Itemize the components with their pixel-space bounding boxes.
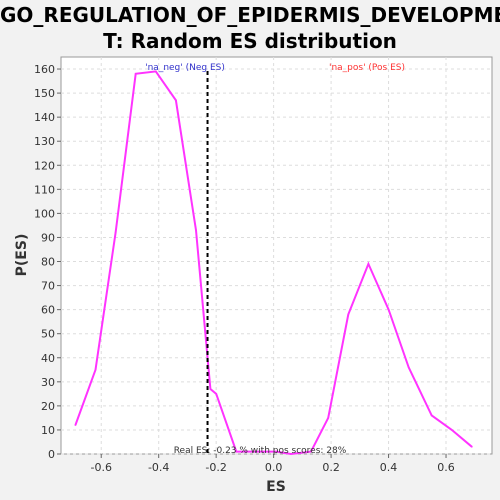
pos-es-label: 'na_pos' (Pos ES) xyxy=(329,63,405,73)
x-axis-ticks: -0.6 -0.4 -0.2 0.0 0.2 0.4 0.6 xyxy=(90,454,455,474)
data-point xyxy=(471,445,473,448)
data-point xyxy=(387,308,390,311)
y-tick-label: 80 xyxy=(41,256,55,269)
data-point xyxy=(327,417,330,419)
data-point xyxy=(175,99,177,102)
data-point xyxy=(235,450,238,453)
x-tick-label: 0.6 xyxy=(437,461,455,474)
chart-title-line1: GO_REGULATION_OF_EPIDERMIS_DEVELOPMEN xyxy=(0,3,500,27)
data-point xyxy=(209,388,212,390)
y-tick-label: 20 xyxy=(41,400,55,413)
data-point xyxy=(134,73,137,75)
y-tick-label: 150 xyxy=(34,87,55,100)
data-point xyxy=(94,368,97,371)
y-tick-label: 120 xyxy=(34,159,55,172)
y-axis-label: P(ES) xyxy=(14,234,30,277)
x-tick-label: 0.4 xyxy=(380,461,398,474)
x-tick-label: -0.2 xyxy=(205,461,226,474)
es-distribution-line xyxy=(74,70,473,456)
data-point xyxy=(255,450,258,453)
y-tick-label: 60 xyxy=(41,304,55,317)
data-point xyxy=(215,393,217,395)
data-point xyxy=(155,70,157,73)
data-point xyxy=(430,414,433,417)
x-tick-label: 0.2 xyxy=(322,461,340,474)
data-point xyxy=(407,366,410,369)
y-tick-label: 50 xyxy=(41,328,55,341)
x-axis-label: ES xyxy=(266,479,286,495)
data-point xyxy=(310,450,312,453)
data-point xyxy=(195,229,197,232)
y-tick-label: 70 xyxy=(41,280,55,293)
y-tick-label: 10 xyxy=(41,424,55,437)
chart-title-line2: T: Random ES distribution xyxy=(103,29,397,53)
x-tick-label: 0.0 xyxy=(265,461,283,474)
y-axis-ticks: 0 10 20 30 40 50 60 70 80 90 100 110 120 130 140 150 160 xyxy=(34,63,61,461)
data-point xyxy=(275,450,278,453)
series-layer xyxy=(74,70,473,456)
y-tick-label: 30 xyxy=(41,376,55,389)
y-tick-label: 140 xyxy=(34,111,55,124)
data-point xyxy=(290,453,292,455)
x-tick-label: -0.6 xyxy=(90,461,111,474)
data-point xyxy=(114,231,117,234)
neg-es-label: 'na_neg' (Neg ES) xyxy=(145,63,225,73)
y-tick-label: 110 xyxy=(34,183,55,196)
y-tick-label: 0 xyxy=(48,448,55,461)
y-tick-label: 90 xyxy=(41,231,55,244)
plot-area xyxy=(60,56,493,455)
real-es-note: Real ES: -0.23 % with pos scores: 28% xyxy=(174,446,347,456)
y-tick-label: 130 xyxy=(34,135,55,148)
grid-lines xyxy=(61,57,492,455)
data-point xyxy=(74,424,77,426)
data-point xyxy=(367,263,370,265)
chart-title: GO_REGULATION_OF_EPIDERMIS_DEVELOPMEN T:… xyxy=(0,2,500,54)
data-point xyxy=(347,313,350,316)
data-point xyxy=(450,429,453,431)
y-tick-label: 40 xyxy=(41,352,55,365)
y-tick-label: 100 xyxy=(34,207,55,220)
y-tick-label: 160 xyxy=(34,63,55,76)
x-tick-label: -0.4 xyxy=(148,461,169,474)
